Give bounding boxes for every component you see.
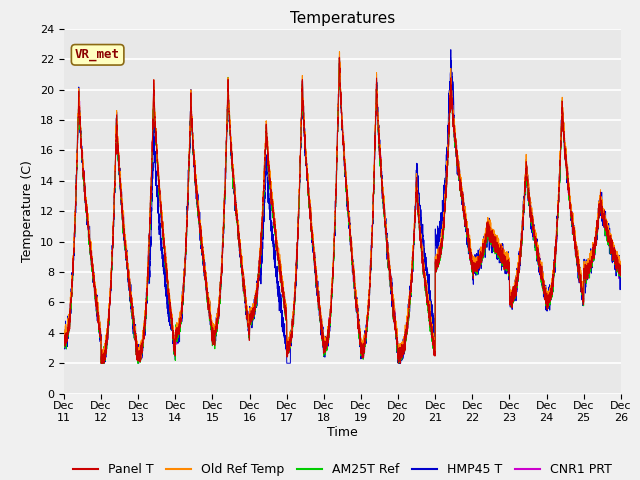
X-axis label: Time: Time (327, 426, 358, 439)
Title: Temperatures: Temperatures (290, 11, 395, 26)
Y-axis label: Temperature (C): Temperature (C) (22, 160, 35, 262)
Legend: Panel T, Old Ref Temp, AM25T Ref, HMP45 T, CNR1 PRT: Panel T, Old Ref Temp, AM25T Ref, HMP45 … (68, 458, 616, 480)
Text: VR_met: VR_met (75, 48, 120, 61)
